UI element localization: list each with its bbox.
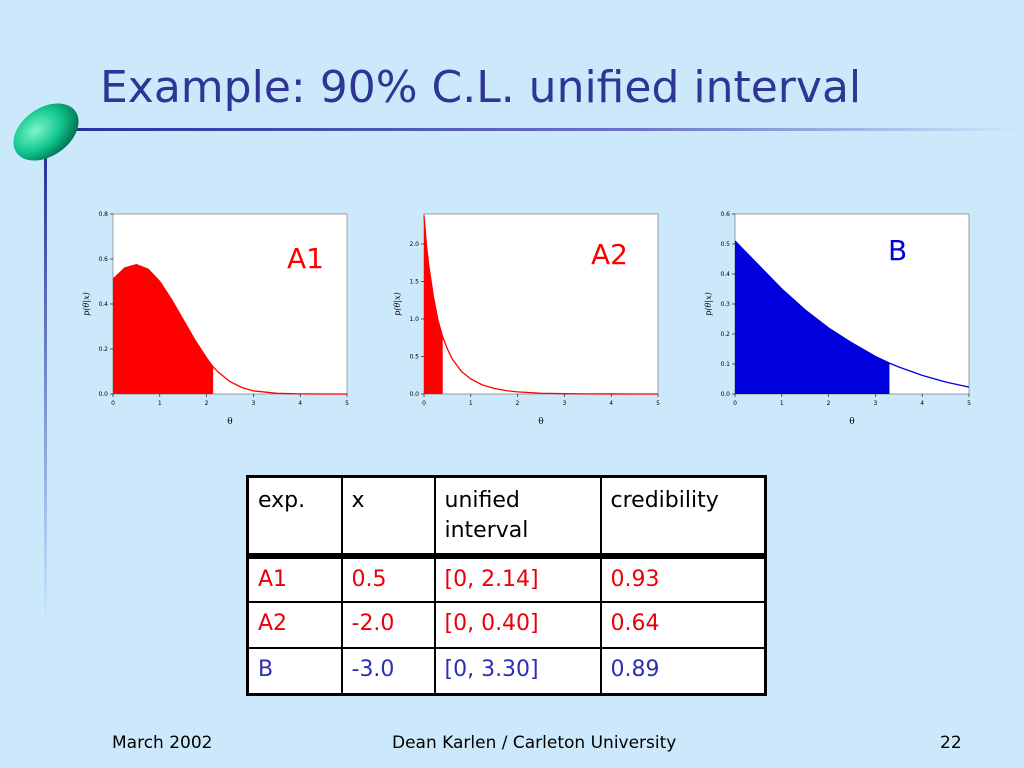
header-credibility: credibility	[599, 475, 767, 558]
header-x: x	[340, 475, 436, 558]
x-tick-label: 5	[656, 400, 660, 407]
green-gem-bullet-icon	[13, 103, 79, 161]
x-axis-label: θ	[849, 417, 854, 427]
x-tick-label: 0	[733, 400, 737, 407]
y-tick-label: 0.3	[720, 301, 730, 308]
cell-exp: B	[246, 647, 343, 696]
results-table: exp. x unified interval credibility A1 0.…	[246, 475, 767, 696]
cell-interval: [0, 2.14]	[433, 555, 602, 604]
interval-shaded-area	[113, 264, 214, 394]
y-tick-label: 0.2	[720, 331, 730, 338]
footer-date: March 2002	[112, 733, 213, 753]
x-tick-label: 5	[967, 400, 971, 407]
header-unified-line2: interval	[444, 517, 529, 543]
cell-interval: [0, 0.40]	[433, 601, 602, 650]
cell-x: -2.0	[340, 601, 436, 650]
y-tick-label: 0.5	[409, 354, 419, 361]
y-tick-label: 0.0	[98, 391, 108, 398]
header-unified-line1: unified	[444, 488, 520, 513]
footer-page-number: 22	[940, 733, 962, 753]
y-tick-label: 0.6	[98, 256, 108, 263]
y-axis-label: p(θ|x)	[393, 292, 402, 315]
y-tick-label: 0.5	[720, 241, 730, 248]
cell-credibility: 0.89	[599, 647, 767, 696]
y-tick-label: 0.1	[720, 361, 730, 368]
x-axis-label: θ	[227, 417, 232, 427]
slide-title: Example: 90% C.L. unified interval	[100, 62, 862, 113]
chart-b-svg: 0 1 2 3 4 5 0.0 0.1 0.2 0.3 0.4 0.5 0.6 θ p(θ|x) B	[704, 211, 971, 427]
chart-tag-label: B	[888, 234, 907, 267]
chart-a1-svg: 0 1 2 3 4 5 0.0 0.2 0.4 0.6 0.8 θ p(θ|x) A1	[82, 211, 349, 427]
cell-credibility: 0.64	[599, 601, 767, 650]
y-tick-label: 0.6	[720, 211, 730, 218]
y-tick-label: 2.0	[409, 241, 419, 248]
cell-interval: [0, 3.30]	[433, 647, 602, 696]
posterior-curve	[423, 215, 659, 395]
header-exp: exp.	[246, 475, 343, 558]
title-underline	[62, 128, 1024, 131]
table-row: A1 0.5 [0, 2.14] 0.93	[246, 555, 767, 604]
y-tick-label: 0.0	[720, 391, 730, 398]
y-axis-label: p(θ|x)	[704, 292, 713, 315]
y-tick-label: 1.0	[409, 316, 419, 323]
x-axis-label: θ	[538, 417, 543, 427]
chart-a1: 0 1 2 3 4 5 0.0 0.2 0.4 0.6 0.8 θ p(θ|x) A1	[80, 200, 370, 440]
chart-tag-label: A2	[591, 238, 628, 271]
footer-author: Dean Karlen / Carleton University	[392, 733, 677, 753]
x-tick-label: 4	[298, 400, 302, 407]
y-tick-label: 0.4	[720, 271, 730, 278]
x-tick-label: 5	[345, 400, 349, 407]
table-row: B -3.0 [0, 3.30] 0.89	[246, 647, 767, 696]
table-header-row: exp. x unified interval credibility	[246, 475, 767, 558]
cell-x: -3.0	[340, 647, 436, 696]
x-tick-label: 3	[251, 400, 255, 407]
y-tick-label: 0.8	[98, 211, 108, 218]
y-tick-label: 0.0	[409, 391, 419, 398]
y-axis-label: p(θ|x)	[82, 292, 91, 315]
plot-area	[423, 213, 659, 395]
y-tick-label: 1.5	[409, 279, 419, 286]
cell-credibility: 0.93	[599, 555, 767, 604]
x-tick-label: 1	[469, 400, 473, 407]
posterior-curve	[734, 240, 970, 388]
chart-tag-label: A1	[287, 242, 324, 275]
x-tick-label: 0	[422, 400, 426, 407]
y-tick-label: 0.2	[98, 346, 108, 353]
table-row: A2 -2.0 [0, 0.40] 0.64	[246, 601, 767, 650]
x-tick-label: 2	[516, 400, 520, 407]
x-tick-label: 2	[205, 400, 209, 407]
x-tick-label: 1	[780, 400, 784, 407]
posterior-curve	[112, 263, 348, 395]
header-unified-interval: unified interval	[433, 475, 602, 558]
chart-a2: 0 1 2 3 4 5 0.0 0.5 1.0 1.5 2.0 θ p(θ|x) A2	[391, 200, 681, 440]
cell-x: 0.5	[340, 555, 436, 604]
x-tick-label: 1	[158, 400, 162, 407]
interval-shaded-area	[735, 241, 890, 394]
cell-exp: A1	[246, 555, 343, 604]
x-tick-label: 4	[920, 400, 924, 407]
x-tick-label: 2	[827, 400, 831, 407]
x-tick-label: 3	[873, 400, 877, 407]
interval-shaded-area	[424, 215, 443, 394]
x-tick-label: 3	[562, 400, 566, 407]
y-tick-label: 0.4	[98, 301, 108, 308]
chart-a2-svg: 0 1 2 3 4 5 0.0 0.5 1.0 1.5 2.0 θ p(θ|x) A2	[393, 213, 660, 427]
x-tick-label: 4	[609, 400, 613, 407]
x-tick-label: 0	[111, 400, 115, 407]
cell-exp: A2	[246, 601, 343, 650]
left-rule	[44, 156, 47, 626]
chart-b: 0 1 2 3 4 5 0.0 0.1 0.2 0.3 0.4 0.5 0.6 θ p(θ|x) B	[702, 200, 992, 440]
